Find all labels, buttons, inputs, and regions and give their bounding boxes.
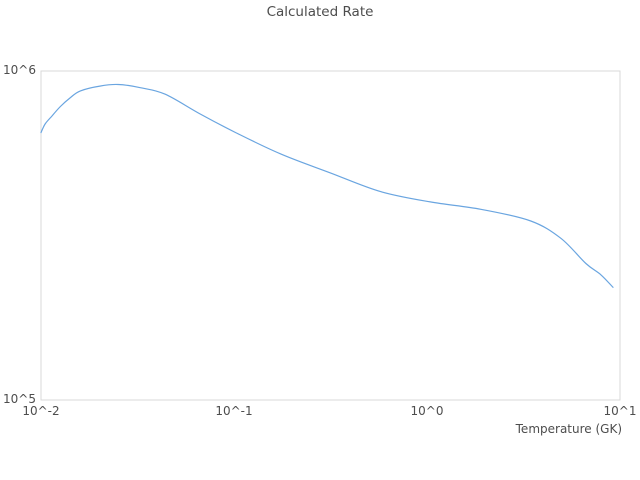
x-tick-label: 10^1 bbox=[603, 404, 637, 418]
x-tick-label: 10^0 bbox=[410, 404, 444, 418]
x-tick-label: 10^-2 bbox=[22, 404, 60, 418]
chart-title: Calculated Rate bbox=[266, 4, 374, 20]
rate-curve bbox=[40, 83, 614, 288]
y-tick-label: 10^5 bbox=[3, 392, 36, 406]
x-axis-title: Temperature (GK) bbox=[515, 422, 622, 436]
x-tick-label: 10^-1 bbox=[215, 404, 253, 418]
plot-border bbox=[40, 70, 621, 401]
y-tick-label: 10^6 bbox=[3, 63, 36, 77]
